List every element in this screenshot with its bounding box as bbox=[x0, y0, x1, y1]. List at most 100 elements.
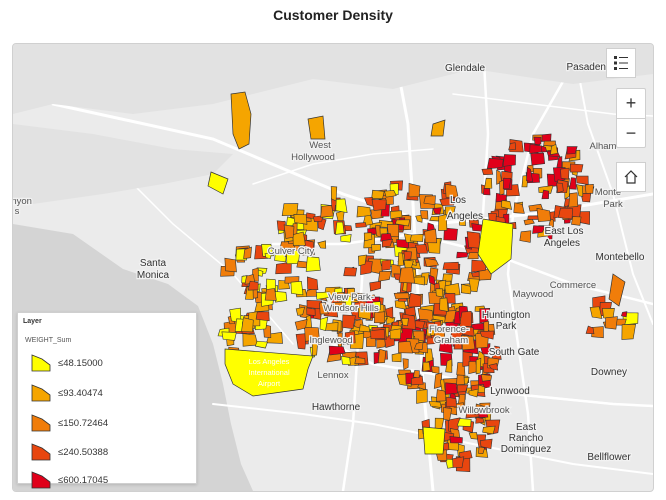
tract-polygon[interactable] bbox=[371, 301, 381, 310]
tract-polygon[interactable] bbox=[445, 382, 458, 395]
tract-polygon[interactable] bbox=[430, 119, 446, 137]
tract-polygon[interactable] bbox=[556, 182, 564, 194]
census-tract-polygons[interactable] bbox=[207, 91, 639, 473]
tract-polygon[interactable] bbox=[393, 292, 410, 300]
tract-polygon[interactable] bbox=[274, 248, 287, 263]
tract-polygon[interactable] bbox=[439, 297, 449, 312]
tract-polygon[interactable] bbox=[443, 227, 458, 241]
tract-polygon[interactable] bbox=[443, 407, 453, 421]
tract-polygon[interactable] bbox=[307, 276, 319, 291]
tract-polygon[interactable] bbox=[456, 251, 469, 259]
tract-polygon[interactable] bbox=[340, 234, 352, 243]
tract-polygon[interactable] bbox=[480, 374, 493, 382]
tract-polygon[interactable] bbox=[283, 224, 295, 239]
tract-polygon[interactable] bbox=[461, 334, 476, 351]
tract-polygon[interactable] bbox=[422, 361, 431, 372]
tract-polygon[interactable] bbox=[466, 214, 479, 221]
tract-polygon[interactable] bbox=[445, 183, 459, 198]
tract-polygon[interactable] bbox=[435, 389, 447, 402]
tract-polygon[interactable] bbox=[292, 231, 306, 246]
tract-polygon[interactable] bbox=[371, 199, 387, 211]
tract-polygon[interactable] bbox=[264, 252, 272, 259]
tract-polygon[interactable] bbox=[274, 291, 288, 303]
tract-polygon[interactable] bbox=[538, 185, 554, 194]
tract-polygon[interactable] bbox=[536, 207, 551, 223]
tract-polygon[interactable] bbox=[479, 308, 491, 324]
tract-polygon[interactable] bbox=[422, 426, 446, 455]
tract-polygon[interactable] bbox=[344, 331, 356, 344]
tract-polygon[interactable] bbox=[431, 365, 440, 374]
tract-polygon[interactable] bbox=[254, 340, 268, 349]
tract-polygon[interactable] bbox=[275, 261, 292, 275]
tract-polygon[interactable] bbox=[423, 195, 436, 205]
tract-polygon[interactable] bbox=[416, 389, 428, 404]
tract-polygon[interactable] bbox=[456, 384, 469, 393]
tract-polygon[interactable] bbox=[438, 214, 448, 231]
tract-polygon[interactable] bbox=[401, 317, 409, 327]
tract-polygon[interactable] bbox=[409, 233, 424, 242]
tract-polygon[interactable] bbox=[446, 396, 457, 408]
tract-polygon[interactable] bbox=[398, 267, 416, 284]
tract-polygon[interactable] bbox=[468, 278, 480, 293]
tract-polygon[interactable] bbox=[378, 270, 392, 282]
tract-polygon[interactable] bbox=[467, 408, 481, 415]
tract-polygon[interactable] bbox=[342, 314, 356, 329]
tract-polygon[interactable] bbox=[482, 425, 496, 435]
tract-polygon[interactable] bbox=[439, 197, 455, 206]
tract-polygon[interactable] bbox=[413, 370, 420, 379]
tract-polygon[interactable] bbox=[569, 177, 577, 190]
tract-polygon[interactable] bbox=[456, 374, 465, 386]
tract-polygon[interactable] bbox=[589, 306, 603, 319]
tract-polygon[interactable] bbox=[333, 301, 348, 313]
tract-polygon[interactable] bbox=[414, 244, 428, 254]
tract-polygon[interactable] bbox=[576, 184, 584, 197]
tract-polygon[interactable] bbox=[295, 333, 307, 350]
tract-polygon[interactable] bbox=[413, 341, 424, 350]
tract-polygon[interactable] bbox=[306, 307, 316, 316]
tract-polygon[interactable] bbox=[560, 167, 570, 180]
tract-polygon[interactable] bbox=[335, 198, 348, 213]
tract-polygon[interactable] bbox=[294, 319, 308, 331]
tract-polygon[interactable] bbox=[356, 205, 371, 218]
tract-polygon[interactable] bbox=[389, 328, 402, 340]
tract-polygon[interactable] bbox=[403, 251, 412, 261]
tract-polygon[interactable] bbox=[486, 158, 504, 170]
tract-polygon[interactable] bbox=[519, 230, 532, 243]
tract-polygon[interactable] bbox=[426, 337, 438, 345]
tract-polygon[interactable] bbox=[395, 219, 411, 227]
tract-polygon[interactable] bbox=[445, 321, 460, 333]
tract-polygon[interactable] bbox=[533, 136, 542, 145]
tract-polygon[interactable] bbox=[467, 252, 479, 260]
tract-polygon[interactable] bbox=[311, 342, 318, 356]
tract-polygon[interactable] bbox=[221, 331, 237, 341]
tract-polygon[interactable] bbox=[529, 144, 543, 154]
tract-polygon[interactable] bbox=[449, 436, 463, 444]
tract-polygon[interactable] bbox=[453, 310, 461, 325]
tract-polygon[interactable] bbox=[478, 268, 493, 281]
tract-polygon[interactable] bbox=[371, 244, 381, 252]
tract-polygon[interactable] bbox=[548, 218, 555, 229]
tract-polygon[interactable] bbox=[443, 283, 461, 296]
tract-polygon[interactable] bbox=[575, 175, 589, 185]
tract-polygon[interactable] bbox=[391, 352, 402, 363]
tract-polygon[interactable] bbox=[359, 324, 371, 333]
zoom-in-button[interactable]: + bbox=[616, 88, 646, 118]
tract-polygon[interactable] bbox=[374, 311, 386, 324]
tract-polygon[interactable] bbox=[442, 261, 459, 270]
tract-polygon[interactable] bbox=[435, 288, 444, 298]
tract-polygon[interactable] bbox=[438, 338, 453, 354]
tract-polygon[interactable] bbox=[398, 340, 413, 354]
tract-polygon[interactable] bbox=[456, 418, 472, 427]
tract-polygon[interactable] bbox=[247, 280, 259, 291]
tract-polygon[interactable] bbox=[513, 202, 525, 214]
tract-polygon[interactable] bbox=[466, 231, 481, 249]
tract-polygon[interactable] bbox=[415, 214, 423, 223]
tract-polygon[interactable] bbox=[224, 348, 314, 397]
tract-polygon[interactable] bbox=[425, 321, 435, 331]
tract-polygon[interactable] bbox=[500, 199, 513, 210]
tract-polygon[interactable] bbox=[608, 273, 626, 307]
tract-polygon[interactable] bbox=[381, 259, 391, 271]
tract-polygon[interactable] bbox=[477, 218, 514, 275]
tract-polygon[interactable] bbox=[584, 184, 594, 194]
home-button[interactable] bbox=[616, 162, 646, 192]
